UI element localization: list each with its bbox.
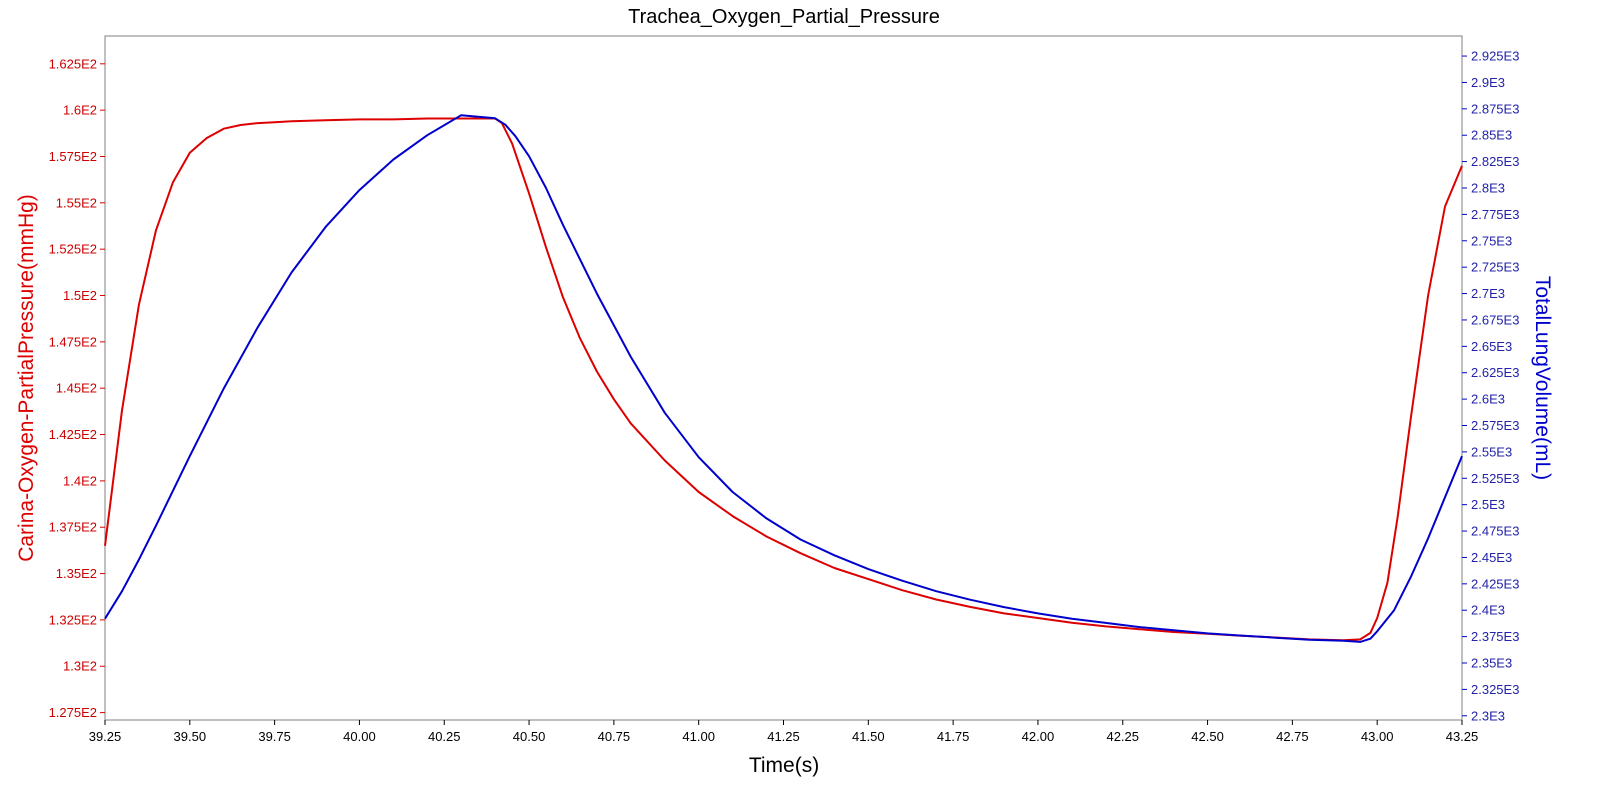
x-tick-label: 42.25 [1106, 729, 1139, 744]
x-tick-label: 41.25 [767, 729, 800, 744]
y-left-tick-label: 1.325E2 [49, 612, 97, 627]
y-left-tick-label: 1.625E2 [49, 56, 97, 71]
y-right-tick-label: 2.3E3 [1471, 708, 1505, 723]
x-tick-label: 40.25 [428, 729, 461, 744]
y-left-tick-label: 1.375E2 [49, 520, 97, 535]
y-right-tick-label: 2.6E3 [1471, 392, 1505, 407]
x-tick-label: 41.00 [682, 729, 715, 744]
x-tick-label: 40.50 [513, 729, 546, 744]
y-right-tick-label: 2.55E3 [1471, 444, 1512, 459]
y-left-tick-label: 1.575E2 [49, 149, 97, 164]
y-right-tick-label: 2.375E3 [1471, 629, 1519, 644]
y-right-tick-label: 2.45E3 [1471, 550, 1512, 565]
y-right-tick-label: 2.575E3 [1471, 418, 1519, 433]
y-right-tick-label: 2.85E3 [1471, 128, 1512, 143]
y-right-tick-label: 2.325E3 [1471, 682, 1519, 697]
y-right-tick-label: 2.525E3 [1471, 471, 1519, 486]
chart-title: Trachea_Oxygen_Partial_Pressure [628, 6, 940, 28]
y-right-tick-label: 2.875E3 [1471, 101, 1519, 116]
x-tick-label: 39.75 [258, 729, 291, 744]
x-tick-label: 40.00 [343, 729, 376, 744]
y-right-tick-label: 2.75E3 [1471, 233, 1512, 248]
y-right-tick-label: 2.5E3 [1471, 497, 1505, 512]
y-right-tick-label: 2.725E3 [1471, 260, 1519, 275]
y-right-tick-label: 2.675E3 [1471, 312, 1519, 327]
x-tick-label: 41.75 [937, 729, 970, 744]
y-left-tick-label: 1.6E2 [63, 103, 97, 118]
x-tick-label: 41.50 [852, 729, 885, 744]
y-right-tick-label: 2.775E3 [1471, 207, 1519, 222]
y-left-tick-label: 1.35E2 [56, 566, 97, 581]
y-right-tick-label: 2.425E3 [1471, 576, 1519, 591]
y-left-tick-label: 1.3E2 [63, 659, 97, 674]
y-left-tick-label: 1.275E2 [49, 705, 97, 720]
y-right-tick-label: 2.7E3 [1471, 286, 1505, 301]
y-right-tick-label: 2.65E3 [1471, 339, 1512, 354]
x-axis-label: Time(s) [749, 754, 819, 777]
y-left-axis-label: Carina-Oxygen-PartialPressure(mmHg) [15, 194, 38, 562]
y-left-tick-label: 1.4E2 [63, 473, 97, 488]
y-right-tick-label: 2.4E3 [1471, 603, 1505, 618]
y-left-tick-label: 1.475E2 [49, 334, 97, 349]
x-tick-label: 42.00 [1022, 729, 1055, 744]
y-right-axis-label: TotalLungVolume(mL) [1531, 276, 1554, 480]
y-left-tick-label: 1.45E2 [56, 381, 97, 396]
x-tick-label: 39.50 [174, 729, 207, 744]
y-right-tick-label: 2.9E3 [1471, 75, 1505, 90]
y-left-tick-label: 1.425E2 [49, 427, 97, 442]
x-tick-label: 43.00 [1361, 729, 1394, 744]
x-tick-label: 42.75 [1276, 729, 1309, 744]
y-right-tick-label: 2.825E3 [1471, 154, 1519, 169]
y-left-tick-label: 1.525E2 [49, 242, 97, 257]
y-left-tick-label: 1.55E2 [56, 195, 97, 210]
series-line-total-lung-volume [104, 114, 1463, 643]
x-tick-label: 39.25 [89, 729, 122, 744]
ticks-group: 39.25 39.50 39.75 40.00 40.25 40.50 40.75 41.00… [49, 49, 1520, 744]
y-right-tick-label: 2.35E3 [1471, 656, 1512, 671]
x-tick-label: 42.50 [1191, 729, 1224, 744]
y-right-tick-label: 2.925E3 [1471, 49, 1519, 64]
x-tick-label: 40.75 [598, 729, 631, 744]
x-tick-label: 43.25 [1446, 729, 1479, 744]
y-right-tick-label: 2.625E3 [1471, 365, 1519, 380]
y-right-tick-label: 2.475E3 [1471, 524, 1519, 539]
series-group [104, 114, 1463, 643]
y-right-tick-label: 2.8E3 [1471, 181, 1505, 196]
y-left-tick-label: 1.5E2 [63, 288, 97, 303]
